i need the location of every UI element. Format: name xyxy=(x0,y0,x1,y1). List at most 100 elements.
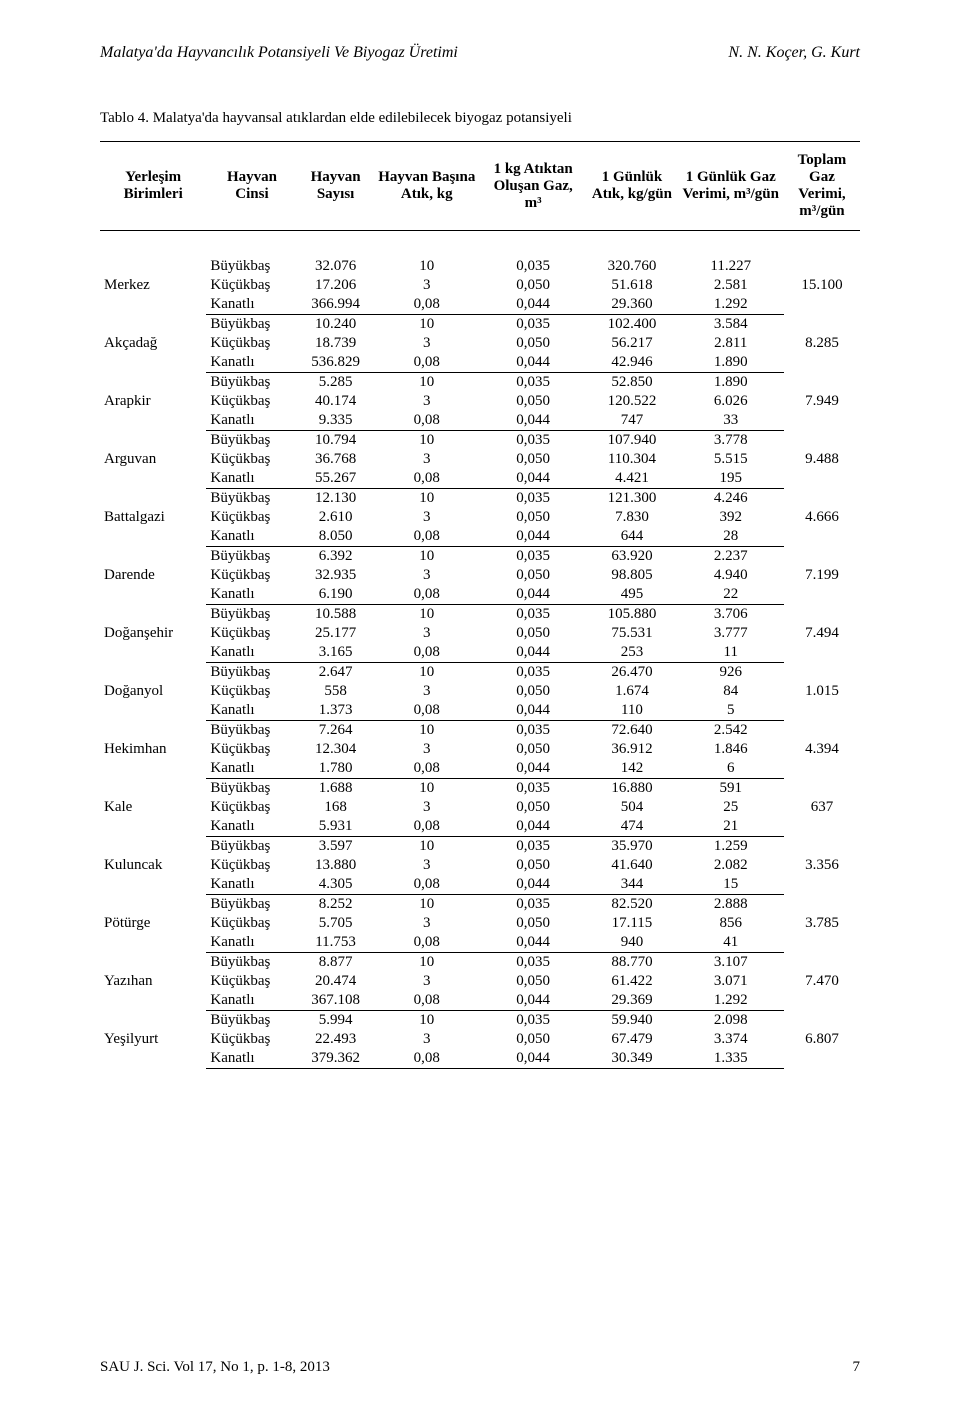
col-per-animal: Hayvan Başına Atık, kg xyxy=(374,142,480,231)
cell-per-animal: 10 xyxy=(374,663,480,683)
cell-daily-waste: 474 xyxy=(586,817,677,837)
cell-gas-per-kg: 0,050 xyxy=(480,508,586,527)
table-row: MerkezBüyükbaş32.076100,035320.76011.227… xyxy=(100,257,860,276)
cell-per-animal: 10 xyxy=(374,721,480,741)
cell-animal: Küçükbaş xyxy=(206,450,297,469)
table-row: Küçükbaş25.17730,05075.5313.777 xyxy=(100,624,860,643)
table-row: Küçükbaş17.20630,05051.6182.581 xyxy=(100,276,860,295)
cell-daily-gas: 11.227 xyxy=(678,257,784,276)
cell-count: 8.877 xyxy=(298,953,374,973)
table-header-row: Yerleşim Birimleri Hayvan Cinsi Hayvan S… xyxy=(100,142,860,231)
cell-daily-gas: 591 xyxy=(678,779,784,799)
cell-gas-per-kg: 0,044 xyxy=(480,991,586,1011)
cell-daily-gas: 5.515 xyxy=(678,450,784,469)
cell-daily-waste: 29.369 xyxy=(586,991,677,1011)
cell-per-animal: 10 xyxy=(374,837,480,857)
cell-daily-gas: 21 xyxy=(678,817,784,837)
cell-animal: Kanatlı xyxy=(206,701,297,721)
cell-daily-gas: 3.584 xyxy=(678,315,784,335)
cell-per-animal: 10 xyxy=(374,779,480,799)
unit-name: Akçadağ xyxy=(100,315,206,373)
table-row: Kanatlı55.2670,080,0444.421195 xyxy=(100,469,860,489)
cell-count: 3.165 xyxy=(298,643,374,663)
cell-daily-gas: 22 xyxy=(678,585,784,605)
cell-daily-waste: 747 xyxy=(586,411,677,431)
cell-gas-per-kg: 0,050 xyxy=(480,914,586,933)
running-head-right: N. N. Koçer, G. Kurt xyxy=(728,44,860,62)
cell-daily-gas: 3.706 xyxy=(678,605,784,625)
col-count: Hayvan Sayısı xyxy=(298,142,374,231)
cell-animal: Kanatlı xyxy=(206,933,297,953)
table-row: BattalgaziBüyükbaş12.130100,035121.3004.… xyxy=(100,489,860,509)
cell-daily-waste: 110 xyxy=(586,701,677,721)
cell-per-animal: 3 xyxy=(374,972,480,991)
table-row: Kanatlı4.3050,080,04434415 xyxy=(100,875,860,895)
cell-gas-per-kg: 0,035 xyxy=(480,895,586,915)
cell-daily-waste: 36.912 xyxy=(586,740,677,759)
cell-animal: Kanatlı xyxy=(206,817,297,837)
cell-per-animal: 3 xyxy=(374,798,480,817)
cell-per-animal: 0,08 xyxy=(374,585,480,605)
cell-daily-waste: 102.400 xyxy=(586,315,677,335)
table-row: Kanatlı8.0500,080,04464428 xyxy=(100,527,860,547)
cell-animal: Küçükbaş xyxy=(206,740,297,759)
cell-count: 9.335 xyxy=(298,411,374,431)
cell-per-animal: 3 xyxy=(374,914,480,933)
cell-per-animal: 0,08 xyxy=(374,1049,480,1069)
cell-gas-per-kg: 0,035 xyxy=(480,953,586,973)
cell-daily-gas: 4.940 xyxy=(678,566,784,585)
unit-name: Kuluncak xyxy=(100,837,206,895)
cell-daily-gas: 84 xyxy=(678,682,784,701)
cell-per-animal: 0,08 xyxy=(374,875,480,895)
cell-per-animal: 0,08 xyxy=(374,353,480,373)
cell-total: 1.015 xyxy=(784,663,860,721)
cell-count: 10.588 xyxy=(298,605,374,625)
cell-count: 25.177 xyxy=(298,624,374,643)
cell-count: 558 xyxy=(298,682,374,701)
cell-total: 8.285 xyxy=(784,315,860,373)
cell-daily-gas: 856 xyxy=(678,914,784,933)
cell-count: 10.240 xyxy=(298,315,374,335)
cell-per-animal: 10 xyxy=(374,315,480,335)
cell-gas-per-kg: 0,044 xyxy=(480,295,586,315)
cell-animal: Küçükbaş xyxy=(206,508,297,527)
table-row: Kanatlı1.7800,080,0441426 xyxy=(100,759,860,779)
cell-gas-per-kg: 0,035 xyxy=(480,547,586,567)
cell-total: 7.494 xyxy=(784,605,860,663)
unit-name: Merkez xyxy=(100,257,206,315)
cell-count: 12.304 xyxy=(298,740,374,759)
unit-name: Darende xyxy=(100,547,206,605)
cell-count: 5.285 xyxy=(298,373,374,393)
cell-count: 6.392 xyxy=(298,547,374,567)
cell-gas-per-kg: 0,050 xyxy=(480,682,586,701)
table-row: Küçükbaş20.47430,05061.4223.071 xyxy=(100,972,860,991)
footer-left: SAU J. Sci. Vol 17, No 1, p. 1-8, 2013 xyxy=(100,1359,330,1376)
cell-animal: Küçükbaş xyxy=(206,392,297,411)
cell-gas-per-kg: 0,044 xyxy=(480,933,586,953)
table-row: KaleBüyükbaş1.688100,03516.880591637 xyxy=(100,779,860,799)
cell-count: 3.597 xyxy=(298,837,374,857)
cell-daily-waste: 120.522 xyxy=(586,392,677,411)
cell-animal: Küçükbaş xyxy=(206,914,297,933)
cell-gas-per-kg: 0,035 xyxy=(480,315,586,335)
cell-animal: Büyükbaş xyxy=(206,779,297,799)
cell-count: 366.994 xyxy=(298,295,374,315)
table-row: KuluncakBüyükbaş3.597100,03535.9701.2593… xyxy=(100,837,860,857)
unit-name: Yazıhan xyxy=(100,953,206,1011)
cell-daily-gas: 2.888 xyxy=(678,895,784,915)
cell-animal: Büyükbaş xyxy=(206,953,297,973)
cell-total: 9.488 xyxy=(784,431,860,489)
cell-daily-gas: 11 xyxy=(678,643,784,663)
cell-daily-waste: 67.479 xyxy=(586,1030,677,1049)
cell-gas-per-kg: 0,050 xyxy=(480,334,586,353)
cell-daily-gas: 195 xyxy=(678,469,784,489)
table-row: Kanatlı5.9310,080,04447421 xyxy=(100,817,860,837)
table-row: Küçükbaş5.70530,05017.115856 xyxy=(100,914,860,933)
table-row: AkçadağBüyükbaş10.240100,035102.4003.584… xyxy=(100,315,860,335)
cell-count: 367.108 xyxy=(298,991,374,1011)
table-row: Küçükbaş32.93530,05098.8054.940 xyxy=(100,566,860,585)
table-row: ArguvanBüyükbaş10.794100,035107.9403.778… xyxy=(100,431,860,451)
cell-daily-gas: 2.082 xyxy=(678,856,784,875)
col-animal: Hayvan Cinsi xyxy=(206,142,297,231)
cell-animal: Kanatlı xyxy=(206,353,297,373)
